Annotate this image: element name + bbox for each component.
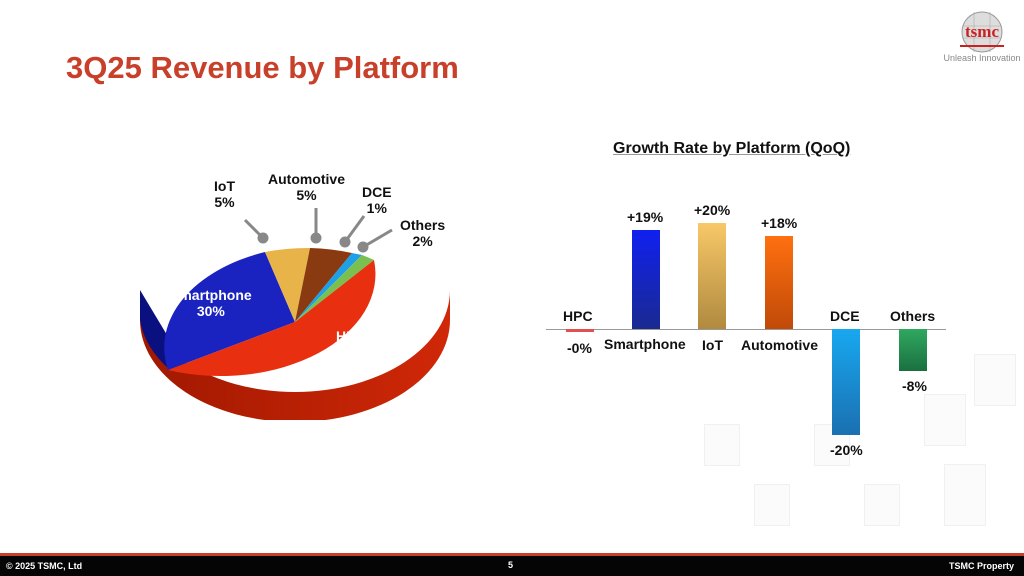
svg-text:tsmc: tsmc — [965, 22, 999, 41]
slide-title: 3Q25 Revenue by Platform — [66, 50, 459, 85]
pie-label-others: Others 2% — [400, 217, 446, 249]
bar-name-automotive: Automotive — [741, 337, 818, 353]
pie-slice-others — [295, 255, 374, 322]
footer-divider — [0, 553, 1024, 556]
bar-value-smartphone: +19% — [627, 209, 664, 225]
footer-property: TSMC Property — [948, 561, 1014, 571]
pie-slice-iot — [265, 247, 310, 322]
bar-automotive — [765, 236, 793, 329]
bar-others — [899, 329, 927, 371]
bar-name-hpc: HPC — [563, 308, 593, 324]
bar-name-others: Others — [890, 308, 936, 324]
pie-label-iot: IoT 5% — [214, 178, 235, 210]
bar-value-automotive: +18% — [761, 215, 798, 231]
bar-dce — [832, 329, 860, 435]
logo-tagline: Unleash Innovation — [943, 53, 1021, 63]
footer: © 2025 TSMC, Ltd 5 TSMC Property — [0, 556, 1024, 576]
bar-value-dce: -20% — [830, 442, 863, 458]
bar-hpc — [566, 329, 594, 332]
bar-value-hpc: -0% — [567, 340, 592, 356]
pie-label-dce: DCE 1% — [362, 184, 392, 216]
bar-value-others: -8% — [902, 378, 927, 394]
tsmc-logo: tsmc — [960, 11, 1004, 53]
pie-slice-automotive — [295, 248, 352, 322]
bar-iot — [698, 223, 726, 329]
footer-copyright: © 2025 TSMC, Ltd — [6, 561, 83, 571]
page-number: 5 — [508, 560, 514, 570]
bar-smartphone — [632, 230, 660, 329]
pie-label-smartphone: Smartphone 30% — [170, 287, 252, 319]
bar-name-iot: IoT — [702, 337, 723, 353]
bar-name-dce: DCE — [830, 308, 860, 324]
bar-name-smartphone: Smartphone — [604, 336, 686, 352]
pie-slice-hpc — [168, 260, 376, 377]
pie-label-hpc: HPC 57% — [336, 328, 366, 360]
bar-chart-axis — [546, 329, 946, 330]
pie-label-automotive: Automotive 5% — [268, 171, 345, 203]
bar-chart-title: Growth Rate by Platform (QoQ) — [613, 140, 851, 157]
pie-slice-dce — [295, 253, 362, 322]
background-tiles — [694, 314, 1024, 554]
revenue-pie-chart — [140, 208, 450, 420]
bar-value-iot: +20% — [694, 202, 731, 218]
pie-slice-smartphone — [164, 252, 295, 370]
